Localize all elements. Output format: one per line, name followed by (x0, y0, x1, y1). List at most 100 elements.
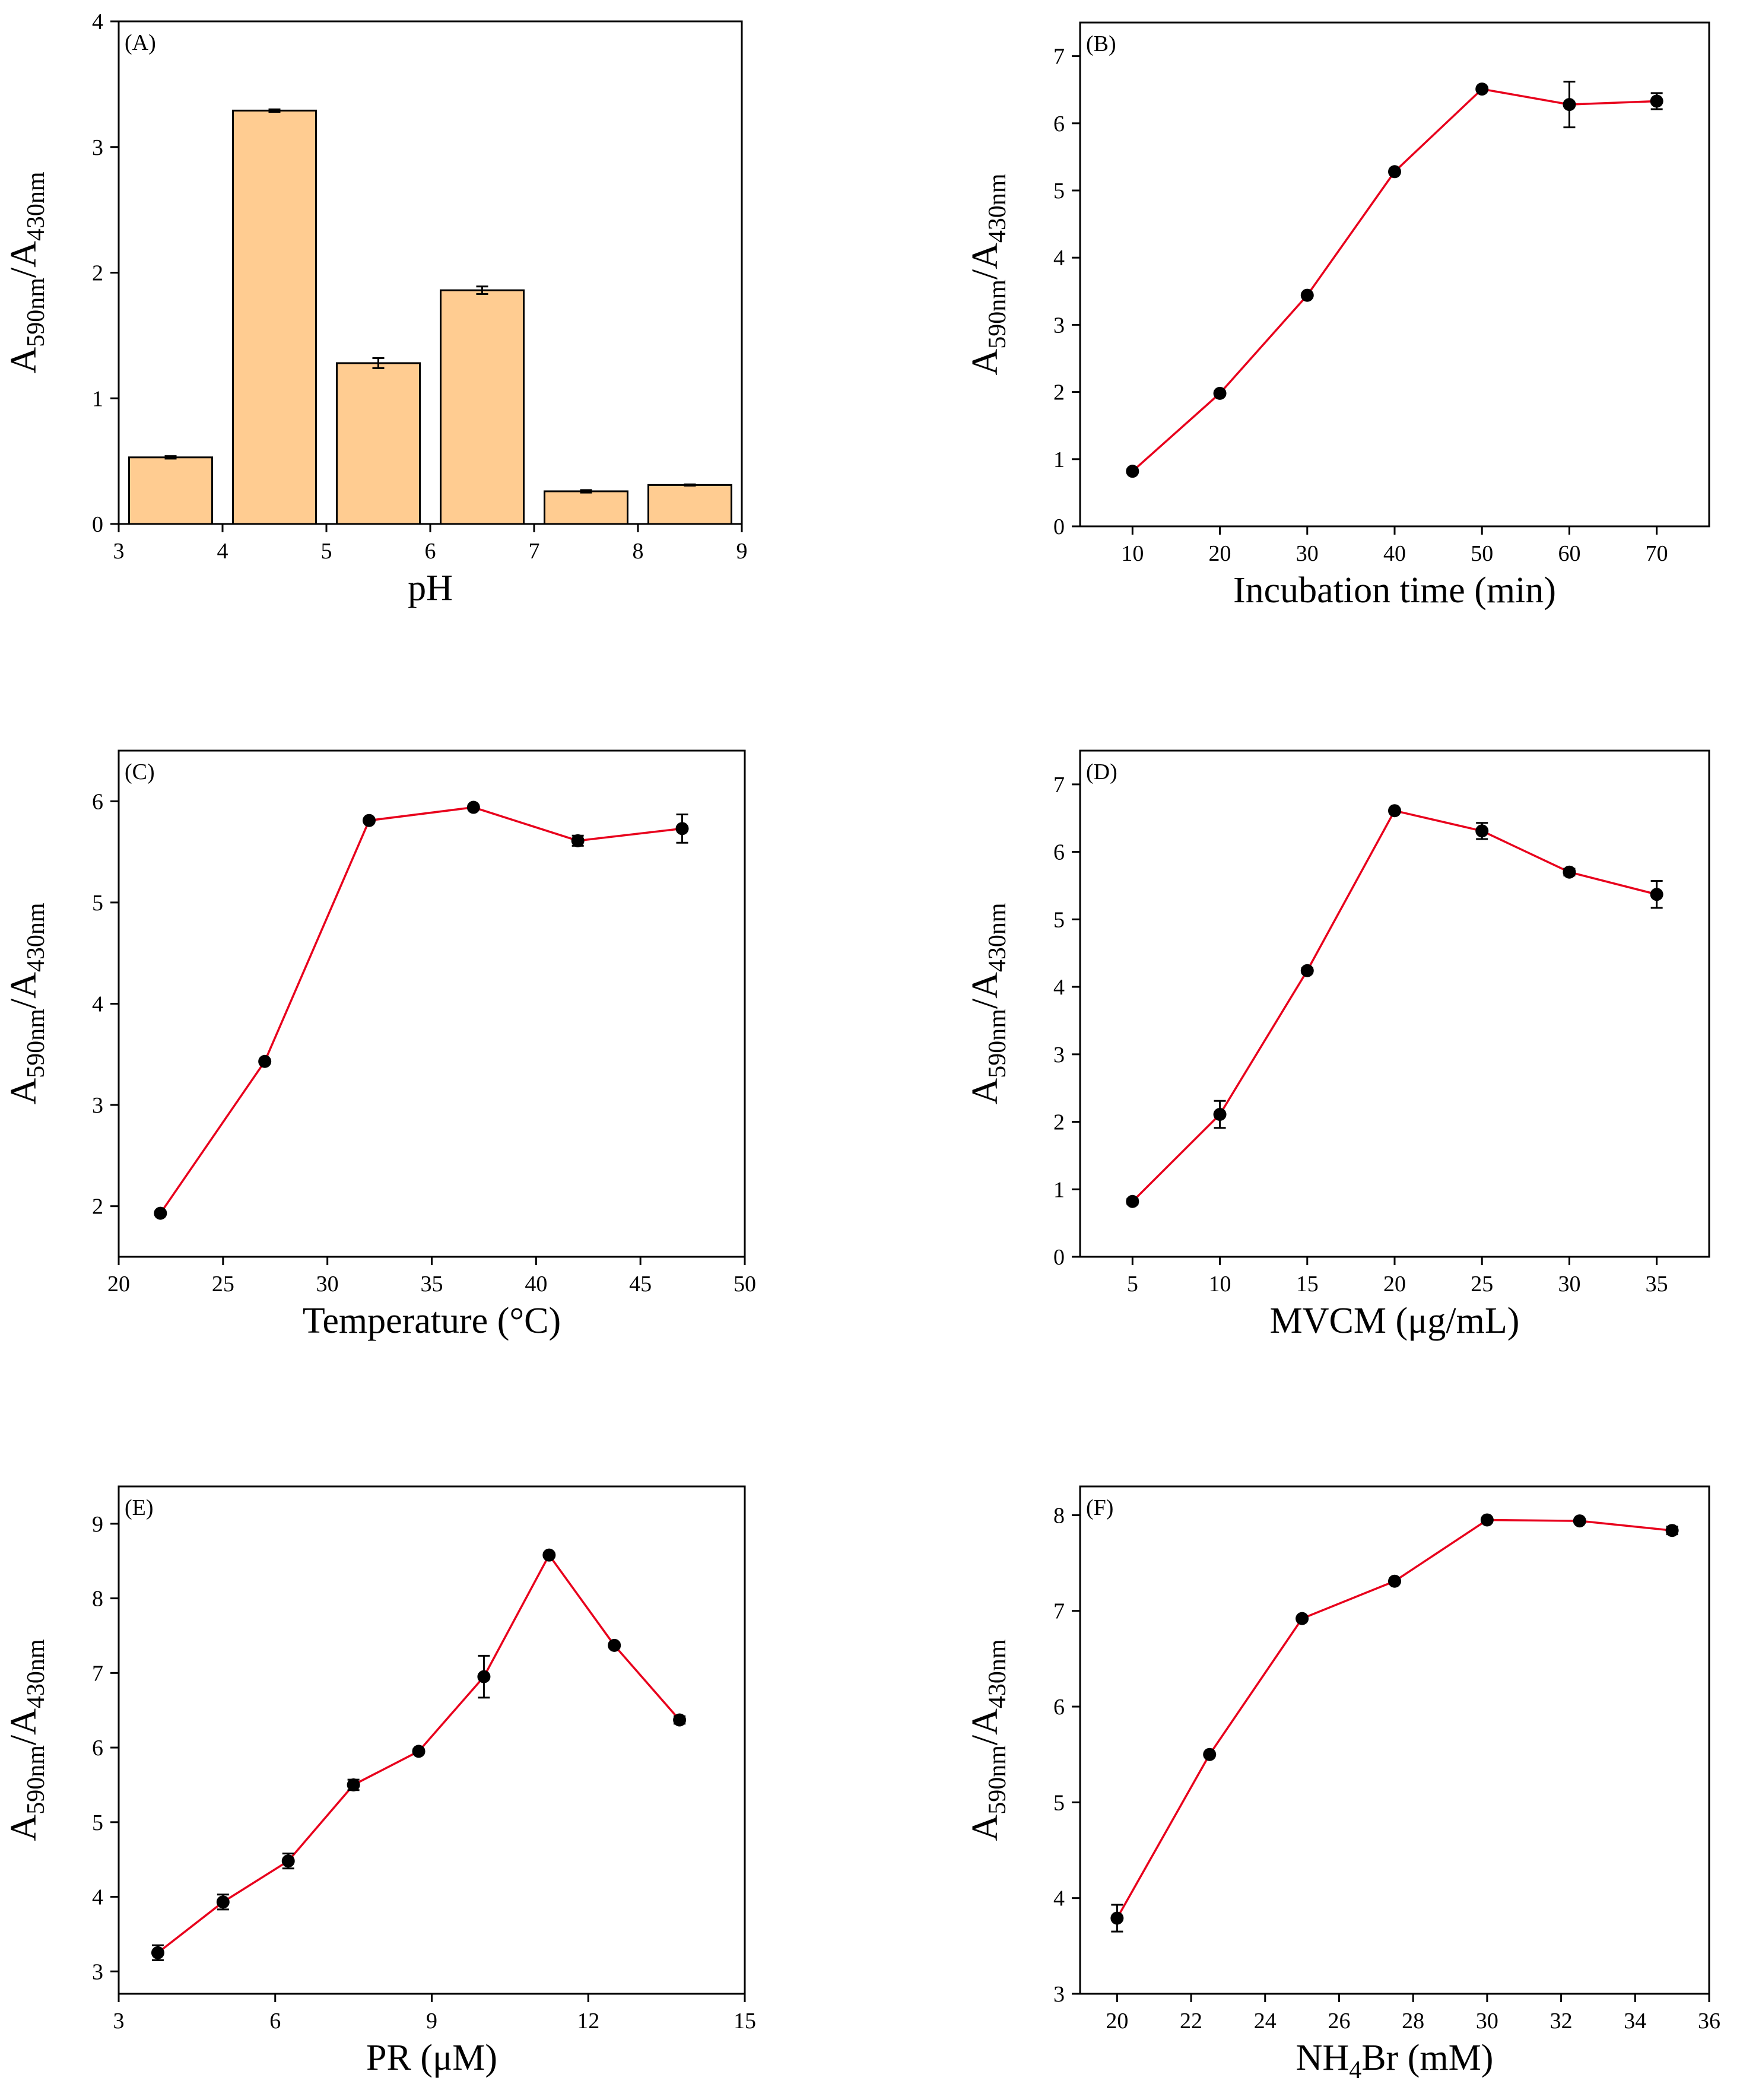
panel-f-point-5 (1573, 1514, 1586, 1528)
panel-d-series-line (1132, 809, 1658, 1202)
panel-e-ytick-label-3: 6 (92, 1736, 103, 1761)
panel-a-errorbar-1 (268, 108, 281, 113)
panel-a: 3 4 5 6 7 8 9 0 1 2 3 4 (A) A590nm/A430nm pH (4, 9, 748, 608)
panel-d-point-4 (1475, 824, 1489, 838)
panel-d-point-1 (1213, 1108, 1227, 1122)
panel-e-point-6 (542, 1548, 556, 1562)
panel-c-ytick-label-0: 2 (92, 1194, 103, 1219)
panel-d-point-6 (1650, 888, 1663, 901)
panel-e-ytick-label-4: 7 (92, 1661, 103, 1686)
panel-c-y-axis-title: A590nm/A430nm (4, 903, 50, 1104)
panel-a-bar-5 (647, 484, 732, 525)
panel-d-xtick-label-3: 20 (1383, 1272, 1406, 1297)
panel-a-ytick-label-3: 3 (92, 135, 103, 160)
panel-f-xtick-label-5: 30 (1476, 2009, 1498, 2034)
panel-c-xtick-label-1: 25 (212, 1272, 234, 1297)
panel-c-xtick-label-6: 50 (734, 1272, 756, 1297)
panel-b-point-6 (1650, 94, 1663, 108)
panel-b-xtick-label-4: 50 (1471, 541, 1493, 566)
panel-c-point-0 (154, 1206, 167, 1220)
panel-e-xtick-label-3: 12 (577, 2009, 599, 2034)
panel-e-ytick-label-6: 9 (92, 1512, 103, 1537)
panel-d-point-3 (1388, 804, 1401, 818)
panel-a-xtick-label-1: 4 (217, 539, 228, 564)
panel-d-ytick-label-3: 3 (1053, 1043, 1065, 1068)
panel-f-point-0 (1110, 1911, 1124, 1925)
panel-d-ytick-label-7: 7 (1053, 773, 1065, 798)
panel-b-y-axis-title: A590nm/A430nm (965, 173, 1011, 375)
panel-d-ytick-label-4: 4 (1053, 975, 1065, 1000)
panel-c-point-5 (675, 822, 689, 835)
panel-d-xtick-label-1: 10 (1209, 1272, 1231, 1297)
panel-e-point-2 (281, 1854, 295, 1868)
panel-d-ytick-label-6: 6 (1053, 840, 1065, 865)
panel-a-errorbar-3 (476, 285, 488, 295)
panel-a-xtick-label-4: 7 (529, 539, 540, 564)
panel-b-frame (1079, 21, 1710, 528)
panel-d-x-axis-title: MVCM (μg/mL) (1270, 1301, 1520, 1341)
panel-e-ytick-label-1: 4 (92, 1885, 103, 1910)
panel-f-point-4 (1480, 1513, 1494, 1527)
panel-b-x-axis-title: Incubation time (min) (1233, 570, 1556, 611)
panel-e-point-5 (477, 1670, 491, 1683)
panel-b-point-4 (1475, 82, 1489, 96)
panel-f-point-6 (1665, 1524, 1679, 1537)
panel-b-ytick-label-2: 2 (1053, 380, 1065, 405)
panel-f-frame (1079, 1485, 1710, 1995)
panel-e-point-1 (216, 1895, 230, 1909)
panel-a-xtick-label-3: 6 (425, 539, 436, 564)
panel-f-xtick-label-8: 36 (1698, 2009, 1720, 2034)
panel-f-xtick-label-6: 32 (1550, 2009, 1573, 2034)
panel-a-x-axis-title: pH (408, 568, 453, 608)
panel-b-xtick-label-2: 30 (1296, 541, 1319, 566)
panel-b-ytick-label-5: 5 (1053, 179, 1065, 204)
panel-c-label: (C) (125, 760, 155, 784)
panel-f-xtick-label-2: 24 (1254, 2009, 1277, 2034)
panel-e-ytick-label-0: 3 (92, 1959, 103, 1984)
panel-e-frame (118, 1485, 746, 1995)
panel-a-y-axis-title: A590nm/A430nm (4, 171, 50, 373)
panel-f-x-axis-title: NH4Br (mM) (1296, 2038, 1494, 2084)
panel-a-bar-2 (336, 362, 421, 525)
panel-f-ytick-label-0: 3 (1053, 1982, 1065, 2007)
panel-a-errorbar-0 (164, 455, 177, 460)
panel-b-point-3 (1388, 165, 1401, 179)
panel-f-ytick-label-3: 6 (1053, 1695, 1065, 1720)
panel-c-point-2 (363, 814, 376, 827)
panel-b-ytick-label-7: 7 (1053, 45, 1065, 69)
panel-d-point-2 (1300, 964, 1314, 977)
panel-b-series-line (1132, 88, 1657, 472)
panel-d-y-axis-title: A590nm/A430nm (965, 903, 1011, 1104)
panel-f-xtick-label-4: 28 (1402, 2009, 1424, 2034)
panel-d-point-0 (1126, 1194, 1139, 1208)
panel-f-label: (F) (1086, 1495, 1113, 1520)
panel-f-xtick-label-3: 26 (1328, 2009, 1350, 2034)
panel-b-xtick-label-0: 10 (1121, 541, 1144, 566)
panel-b-xtick-label-5: 60 (1558, 541, 1580, 566)
panel-d-ytick-label-5: 5 (1053, 907, 1065, 932)
panel-a-errorbar-5 (684, 483, 696, 487)
panel-c-frame (118, 749, 746, 1258)
panel-c-point-1 (258, 1054, 272, 1068)
panel-b-ytick-label-1: 1 (1053, 447, 1065, 472)
panel-a-xtick-label-2: 5 (321, 539, 332, 564)
panel-b-xtick-label-1: 20 (1209, 541, 1231, 566)
panel-e-ytick-label-2: 5 (92, 1810, 103, 1835)
panel-a-label: (A) (125, 30, 156, 55)
panel-d-ytick-label-1: 1 (1053, 1177, 1065, 1202)
panel-d-xtick-label-2: 15 (1296, 1272, 1319, 1297)
panel-e-ytick-label-5: 8 (92, 1587, 103, 1612)
panel-f-xtick-label-1: 22 (1180, 2009, 1202, 2034)
panel-c-ytick-label-3: 5 (92, 891, 103, 916)
panel-c-xtick-label-3: 35 (421, 1272, 443, 1297)
panel-d-xtick-label-5: 30 (1558, 1272, 1580, 1297)
panel-c-x-axis-title: Temperature (°C) (303, 1301, 561, 1341)
panel-c-point-4 (571, 834, 585, 847)
panel-d-label: (D) (1086, 760, 1117, 784)
panel-a-errorbar-2 (372, 357, 385, 369)
panel-e: 3 6 9 12 15 3 4 5 6 7 8 9 (E) A590nm/A430nm PR (μM) (4, 1485, 756, 2078)
panel-b-point-1 (1213, 386, 1227, 400)
panel-e-xtick-label-4: 15 (734, 2009, 756, 2034)
